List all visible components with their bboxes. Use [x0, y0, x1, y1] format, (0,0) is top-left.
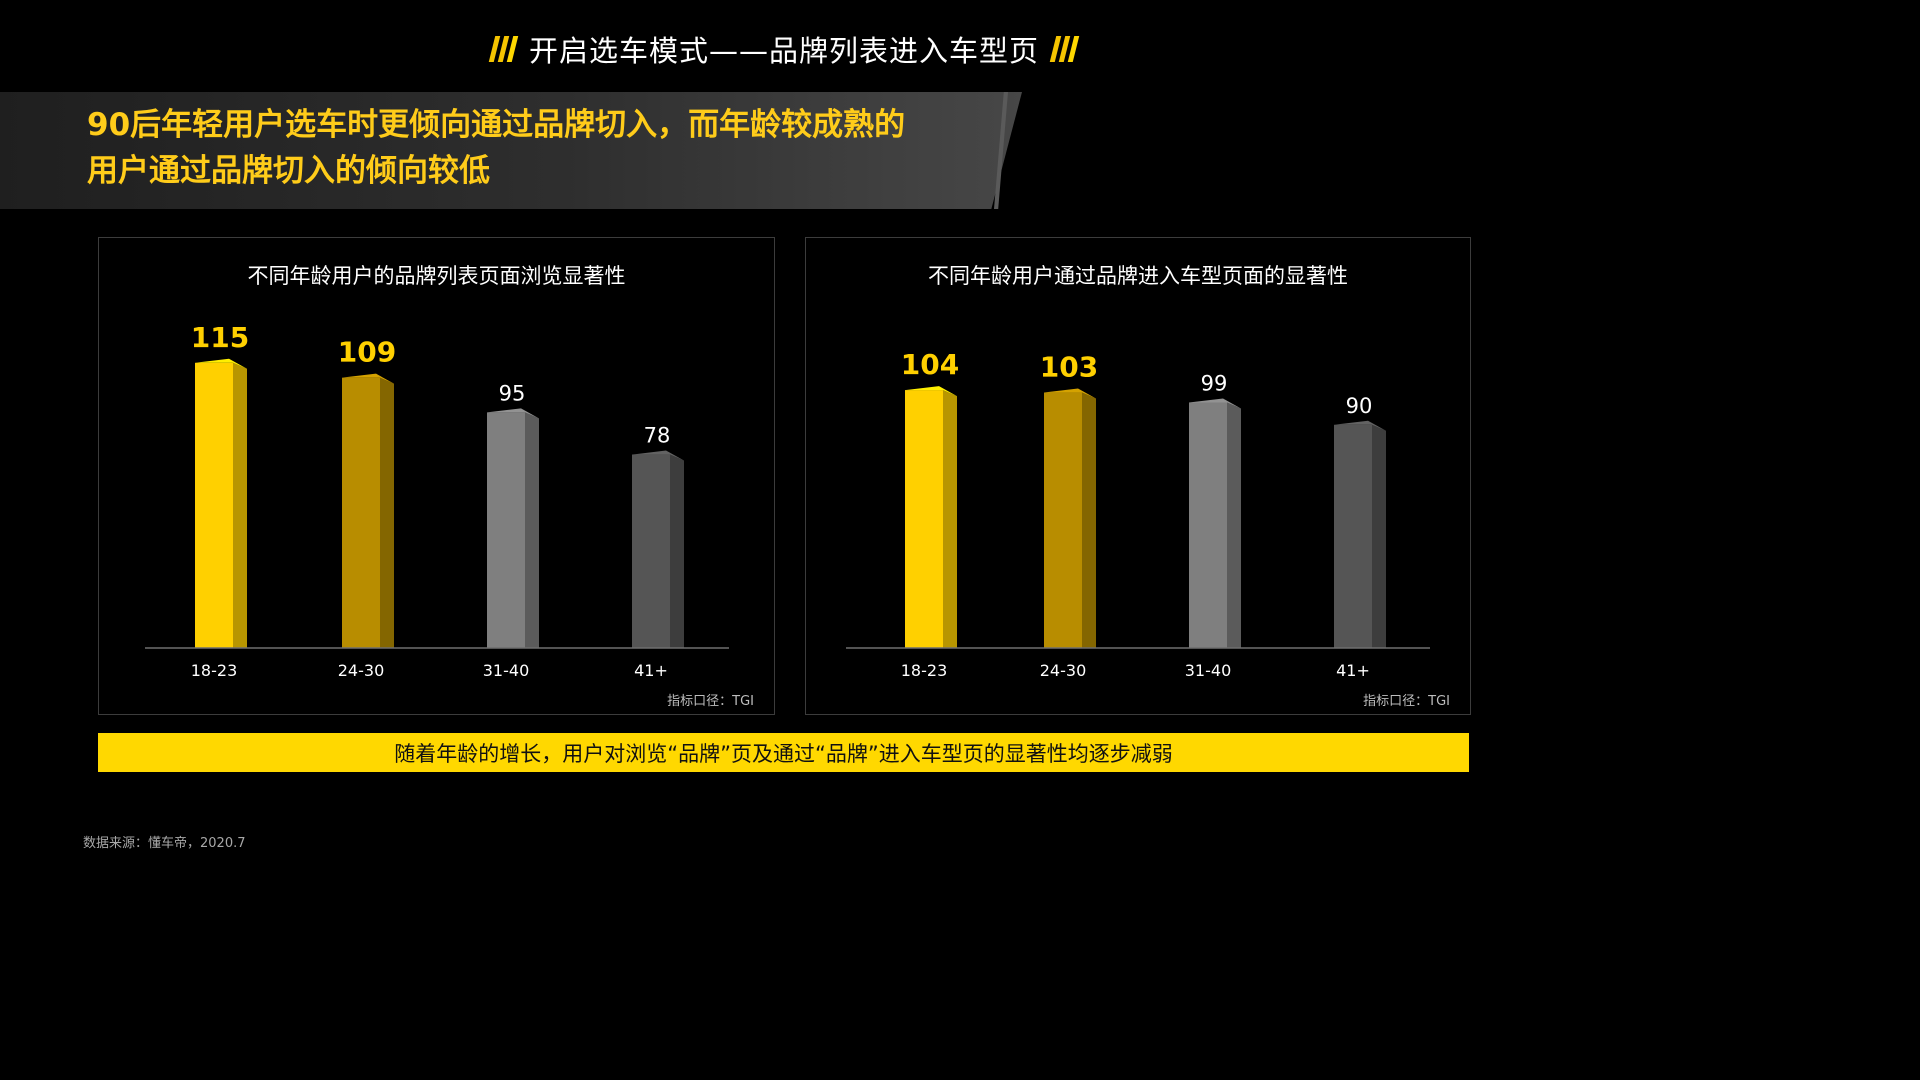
data-label: 104 — [901, 348, 959, 381]
x-tick-label: 18-23 — [191, 661, 238, 680]
chart-panel-brand-list: 不同年龄用户的品牌列表页面浏览显著性 115 18-23 109 24-30 95 31-… — [98, 237, 775, 715]
bar-side — [1227, 402, 1241, 648]
headline-line-1: 90后年轻用户选车时更倾向通过品牌切入，而年龄较成熟的 — [87, 107, 906, 143]
bar-front — [195, 362, 233, 648]
bar-side — [525, 412, 539, 648]
bar-18-23 — [905, 386, 957, 648]
bar-41+ — [1334, 420, 1386, 648]
x-tick-label: 41+ — [634, 661, 668, 680]
bar-31-40 — [1189, 398, 1241, 648]
headline-line-2: 用户通过品牌切入的倾向较低 — [87, 153, 490, 189]
bar-side — [233, 362, 247, 648]
bar-side — [670, 454, 684, 648]
bar-front — [487, 412, 525, 648]
bar-24-30 — [342, 373, 394, 648]
headline-banner: 90后年轻用户选车时更倾向通过品牌切入，而年龄较成熟的 用户通过品牌切入的倾向较… — [0, 92, 1022, 209]
chart-title: 不同年龄用户的品牌列表页面浏览显著性 — [247, 264, 626, 288]
bar-top — [905, 386, 957, 397]
data-label: 90 — [1346, 394, 1373, 418]
bar-top — [1189, 398, 1241, 409]
headline-text: 90后年轻用户选车时更倾向通过品牌切入，而年龄较成熟的 用户通过品牌切入的倾向较… — [87, 102, 987, 194]
x-tick-label: 18-23 — [901, 661, 948, 680]
chart-title: 不同年龄用户通过品牌进入车型页面的显著性 — [928, 264, 1348, 288]
bar-top — [342, 373, 394, 384]
data-source: 数据来源：懂车帝，2020.7 — [83, 836, 246, 851]
bar-18-23 — [195, 358, 247, 648]
x-tick-label: 41+ — [1336, 661, 1370, 680]
bar-chart-brand-to-model: 104 18-23 103 24-30 99 31-40 90 41+ — [846, 348, 1430, 680]
stripes-right-icon — [1049, 36, 1080, 62]
data-label: 115 — [191, 321, 249, 354]
x-tick-label: 31-40 — [483, 661, 530, 680]
metric-note: 指标口径：TGI — [667, 694, 754, 709]
bar-side — [1082, 392, 1096, 648]
x-tick-label: 31-40 — [1185, 661, 1232, 680]
data-label: 95 — [499, 381, 526, 405]
bar-top — [487, 408, 539, 419]
bar-side — [1372, 424, 1386, 648]
chart-panel-brand-to-model: 不同年龄用户通过品牌进入车型页面的显著性 104 18-23 103 24-30 99 3… — [805, 237, 1471, 715]
bar-31-40 — [487, 408, 539, 648]
bar-top — [1044, 388, 1096, 399]
data-label: 109 — [338, 336, 396, 369]
conclusion-banner: 随着年龄的增长，用户对浏览“品牌”页及通过“品牌”进入车型页的显著性均逐步减弱 — [98, 733, 1469, 772]
bar-top — [632, 450, 684, 461]
page-header: 开启选车模式——品牌列表进入车型页 — [0, 26, 1568, 72]
bar-top — [195, 358, 247, 369]
data-label: 103 — [1040, 351, 1098, 384]
bar-front — [342, 377, 380, 648]
metric-note: 指标口径：TGI — [1363, 694, 1450, 709]
bar-front — [632, 454, 670, 648]
bar-chart-brand-list: 115 18-23 109 24-30 95 31-40 78 41+ — [145, 321, 729, 680]
data-label: 99 — [1201, 371, 1228, 395]
stripes-left-icon — [488, 36, 519, 62]
x-tick-label: 24-30 — [338, 661, 385, 680]
bar-front — [905, 390, 943, 648]
bar-24-30 — [1044, 388, 1096, 648]
bar-front — [1189, 402, 1227, 648]
bar-side — [943, 390, 957, 648]
bar-41+ — [632, 450, 684, 648]
bar-side — [380, 377, 394, 648]
data-label: 78 — [644, 424, 671, 448]
bar-front — [1044, 392, 1082, 648]
bar-top — [1334, 420, 1386, 431]
page-title: 开启选车模式——品牌列表进入车型页 — [528, 34, 1039, 68]
bar-front — [1334, 424, 1372, 648]
x-tick-label: 24-30 — [1040, 661, 1087, 680]
